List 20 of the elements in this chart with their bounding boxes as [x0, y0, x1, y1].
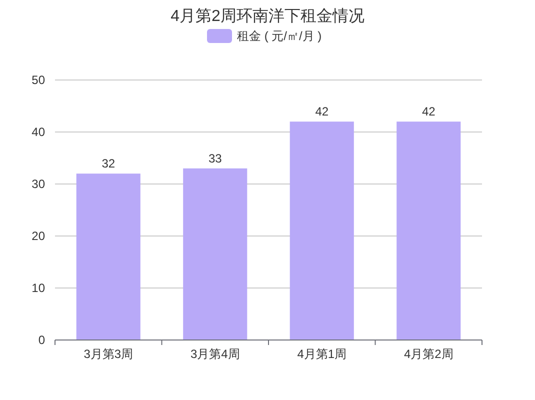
y-tick-label: 20	[32, 229, 46, 243]
chart-title: 4月第2周环南洋下租金情况	[170, 7, 364, 25]
legend-label: 租金 ( 元/㎡/月 )	[237, 29, 322, 43]
bar	[183, 168, 248, 340]
data-label: 42	[315, 104, 329, 119]
x-tick-label: 3月第4周	[190, 347, 240, 361]
bar	[76, 174, 140, 340]
y-tick-label: 40	[32, 125, 46, 139]
data-label: 32	[102, 156, 116, 171]
x-tick-label: 3月第3周	[84, 347, 134, 361]
data-label: 33	[208, 151, 222, 166]
x-tick-label: 4月第2周	[404, 347, 454, 361]
data-label: 42	[422, 104, 436, 119]
x-tick-label: 4月第1周	[297, 347, 347, 361]
bar	[290, 122, 354, 340]
y-tick-label: 30	[32, 177, 46, 191]
bar	[396, 122, 461, 340]
y-tick-label: 10	[32, 281, 46, 295]
y-tick-label: 50	[32, 73, 46, 87]
y-tick-label: 0	[38, 333, 46, 347]
